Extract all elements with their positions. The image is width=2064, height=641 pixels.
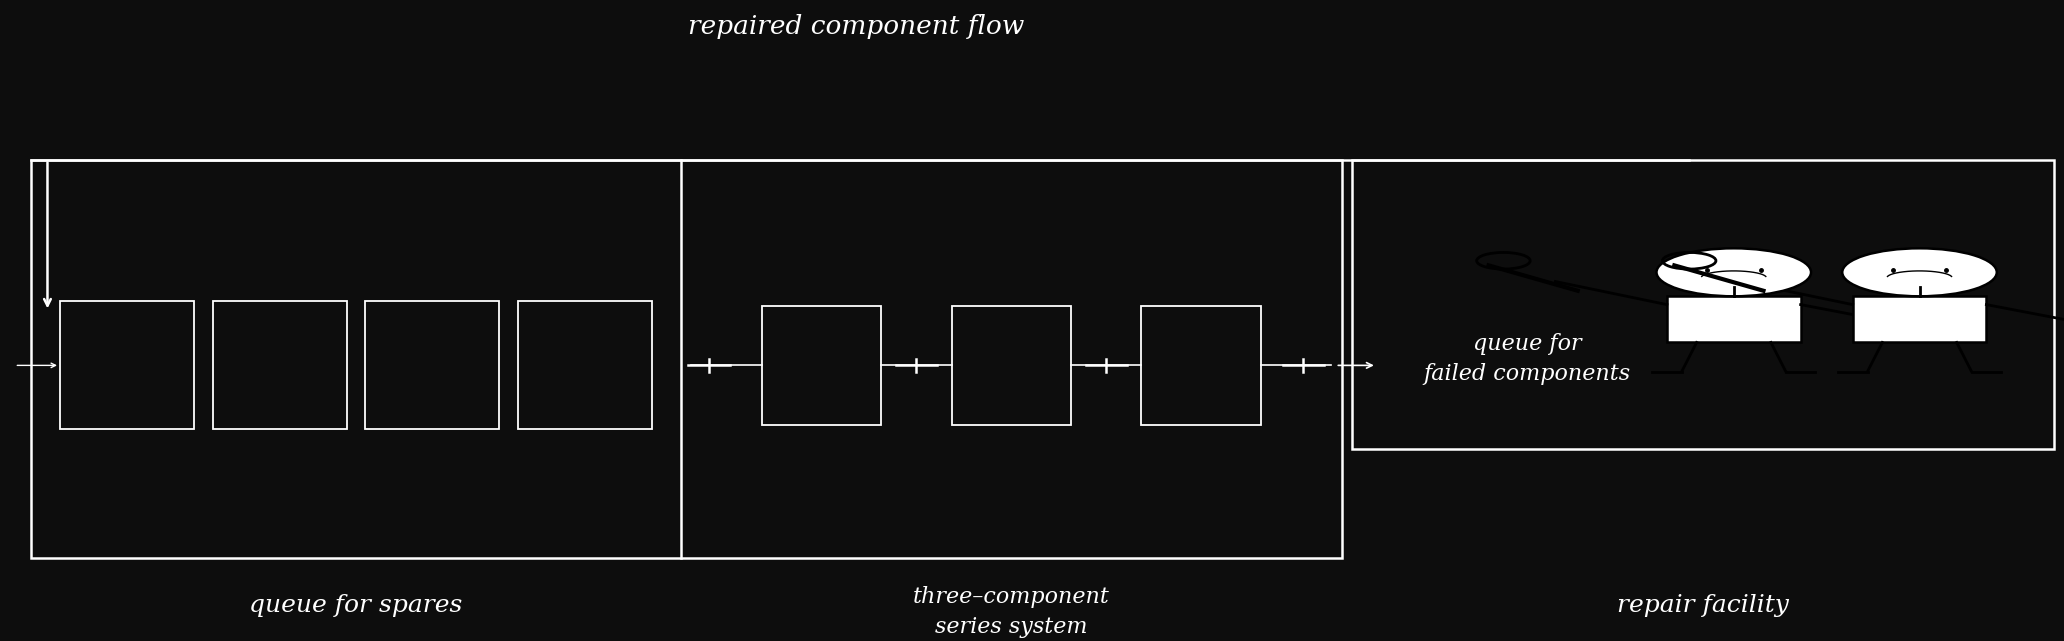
Bar — [31, 160, 1342, 558]
Text: repaired component flow: repaired component flow — [689, 14, 1024, 40]
Text: queue for
failed components: queue for failed components — [1424, 333, 1631, 385]
Bar — [1853, 296, 1986, 342]
Bar — [952, 306, 1071, 424]
Bar — [365, 301, 499, 429]
Bar — [762, 306, 881, 424]
Circle shape — [1657, 248, 1810, 296]
Bar — [1668, 296, 1800, 342]
Bar — [213, 301, 347, 429]
Bar — [518, 301, 652, 429]
Text: repair facility: repair facility — [1616, 594, 1789, 617]
Bar — [60, 301, 194, 429]
Circle shape — [1843, 248, 1996, 296]
Text: three–component
series system: three–component series system — [912, 586, 1110, 638]
Text: queue for spares: queue for spares — [250, 594, 462, 617]
Bar — [1141, 306, 1261, 424]
Bar — [1352, 160, 2054, 449]
